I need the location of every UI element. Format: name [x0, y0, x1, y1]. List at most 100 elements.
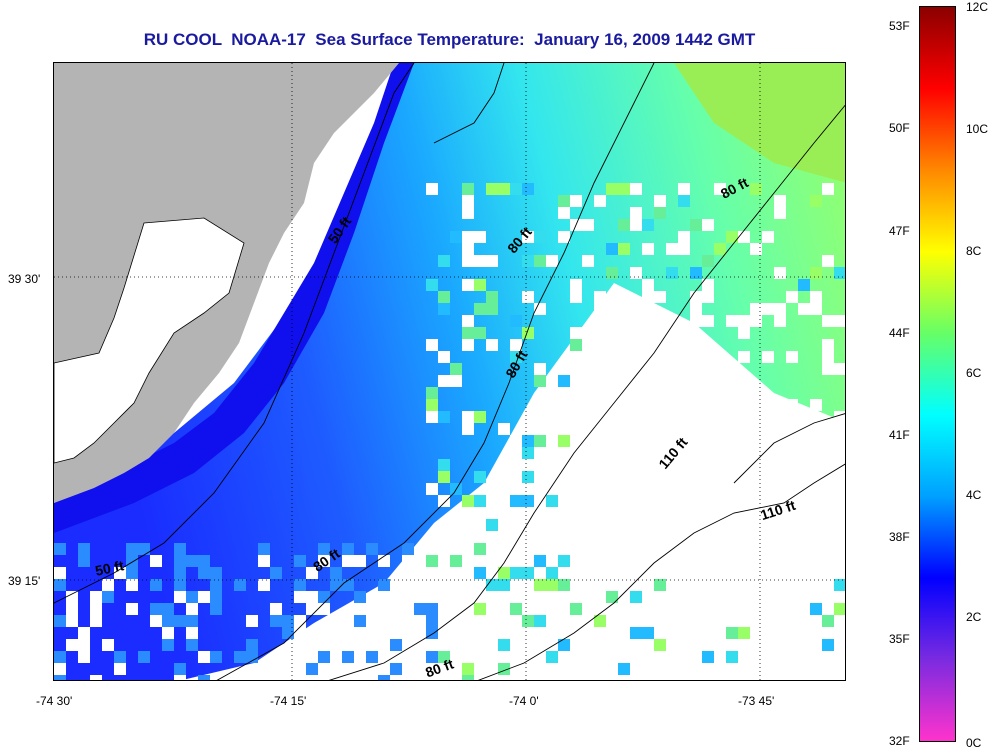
sst-pixel	[114, 651, 126, 663]
sst-pixel	[786, 291, 798, 303]
sst-pixel	[810, 291, 822, 303]
sst-pixel	[750, 315, 762, 327]
sst-pixel	[426, 411, 438, 423]
sst-pixel	[246, 615, 258, 627]
sst-pixel	[534, 615, 546, 627]
sst-pixel	[174, 663, 186, 675]
sst-pixel	[750, 303, 762, 315]
sst-pixel	[702, 651, 714, 663]
sst-pixel	[714, 651, 726, 663]
sst-pixel	[702, 255, 714, 267]
sst-pixel	[606, 651, 618, 663]
sst-pixel	[702, 423, 714, 435]
sst-pixel	[426, 615, 438, 627]
sst-pixel	[822, 315, 834, 327]
sst-pixel	[666, 351, 678, 363]
sst-pixel	[810, 495, 822, 507]
colorbar-c-label: 8C	[966, 244, 982, 258]
sst-pixel	[726, 495, 738, 507]
sst-pixel	[774, 663, 786, 675]
sst-pixel	[714, 567, 726, 579]
sst-pixel	[438, 615, 450, 627]
sst-pixel	[66, 591, 78, 603]
sst-pixel	[306, 591, 318, 603]
sst-pixel	[426, 555, 438, 567]
sst-pixel	[462, 411, 474, 423]
sst-pixel	[522, 435, 534, 447]
sst-pixel	[546, 579, 558, 591]
sst-pixel	[510, 603, 522, 615]
sst-pixel	[78, 651, 90, 663]
sst-pixel	[678, 231, 690, 243]
sst-pixel	[534, 423, 546, 435]
sst-pixel	[774, 543, 786, 555]
sst-pixel	[102, 579, 114, 591]
sst-pixel	[282, 663, 294, 675]
sst-pixel	[474, 567, 486, 579]
sst-pixel	[522, 471, 534, 483]
sst-pixel	[798, 459, 810, 471]
sst-pixel	[66, 639, 78, 651]
sst-pixel	[510, 567, 522, 579]
sst-pixel	[786, 483, 798, 495]
sst-pixel	[678, 363, 690, 375]
sst-pixel	[174, 543, 186, 555]
sst-pixel	[270, 615, 282, 627]
sst-pixel	[126, 579, 138, 591]
sst-pixel	[714, 555, 726, 567]
sst-pixel	[606, 267, 618, 279]
sst-pixel	[54, 615, 66, 627]
sst-pixel	[438, 471, 450, 483]
sst-pixel	[558, 483, 570, 495]
sst-pixel	[750, 243, 762, 255]
sst-pixel	[78, 555, 90, 567]
sst-pixel	[474, 411, 486, 423]
sst-pixel	[306, 567, 318, 579]
sst-pixel	[462, 231, 474, 243]
sst-pixel	[450, 555, 462, 567]
sst-pixel	[294, 579, 306, 591]
sst-pixel	[714, 447, 726, 459]
sst-pixel	[522, 627, 534, 639]
sst-pixel	[810, 603, 822, 615]
sst-pixel	[594, 291, 606, 303]
sst-pixel	[306, 603, 318, 615]
sst-pixel	[498, 183, 510, 195]
sst-pixel	[642, 279, 654, 291]
sst-pixel	[570, 327, 582, 339]
sst-pixel	[678, 555, 690, 567]
sst-pixel	[642, 219, 654, 231]
sst-pixel	[810, 303, 822, 315]
sst-pixel	[534, 363, 546, 375]
sst-pixel	[834, 579, 845, 591]
sst-pixel	[474, 615, 486, 627]
sst-pixel	[378, 579, 390, 591]
sst-pixel	[318, 603, 330, 615]
sst-pixel	[594, 615, 606, 627]
sst-pixel	[498, 591, 510, 603]
sst-pixel	[750, 507, 762, 519]
sst-pixel	[714, 507, 726, 519]
sst-pixel	[342, 663, 354, 675]
sst-pixel	[714, 471, 726, 483]
sst-pixel	[594, 411, 606, 423]
sst-pixel	[714, 243, 726, 255]
sst-pixel	[726, 231, 738, 243]
sst-pixel	[486, 579, 498, 591]
sst-pixel	[822, 519, 834, 531]
sst-pixel	[510, 339, 522, 351]
sst-pixel	[318, 555, 330, 567]
sst-pixel	[366, 651, 378, 663]
sst-pixel	[690, 363, 702, 375]
sst-pixel	[486, 627, 498, 639]
sst-pixel	[138, 543, 150, 555]
sst-pixel	[438, 411, 450, 423]
sst-pixel	[462, 675, 474, 680]
sst-pixel	[282, 627, 294, 639]
sst-pixel	[462, 423, 474, 435]
sst-pixel	[558, 579, 570, 591]
sst-pixel	[738, 399, 750, 411]
sst-pixel	[510, 315, 522, 327]
sst-pixel	[750, 411, 762, 423]
sst-pixel	[438, 255, 450, 267]
